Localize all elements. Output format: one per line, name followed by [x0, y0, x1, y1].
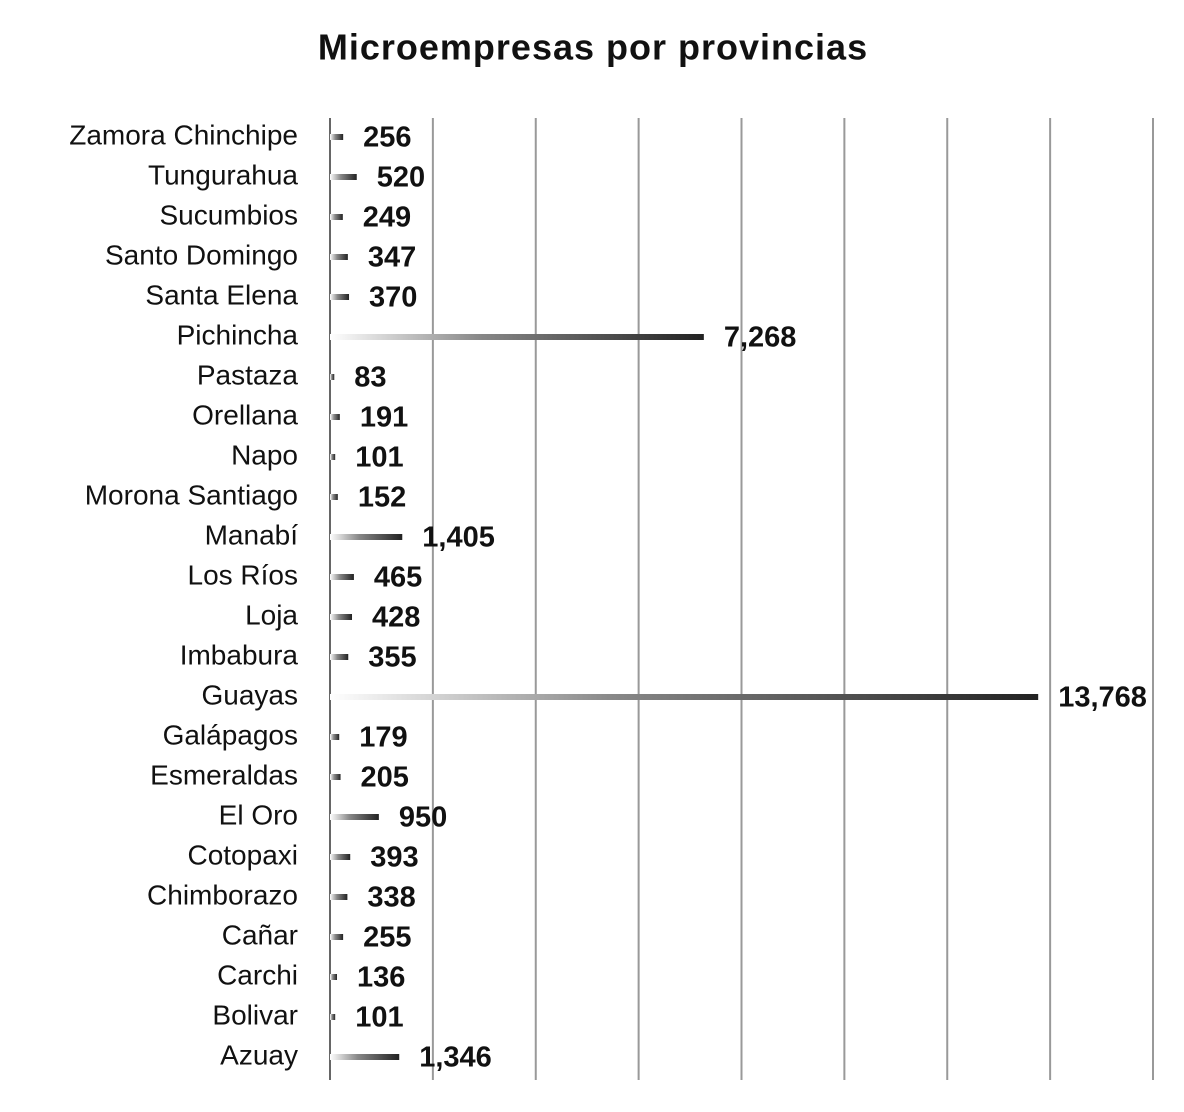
value-label: 13,768 [1058, 682, 1147, 714]
bar [330, 414, 340, 420]
value-label: 338 [367, 882, 415, 914]
y-tick-label: Galápagos [163, 719, 298, 750]
bar [330, 734, 340, 740]
y-tick-label: El Oro [219, 799, 298, 830]
y-tick-label: Pichincha [177, 319, 299, 350]
y-tick-label: Napo [231, 439, 298, 470]
value-label: 347 [368, 242, 416, 274]
y-tick-label: Loja [245, 599, 298, 630]
y-tick-label: Esmeraldas [150, 759, 298, 790]
value-label: 205 [361, 762, 409, 794]
y-tick-label: Morona Santiago [85, 479, 298, 510]
value-label: 101 [355, 1002, 403, 1034]
value-label: 465 [374, 562, 422, 594]
y-tick-label: Santo Domingo [105, 239, 298, 270]
y-tick-label: Cañar [222, 919, 298, 950]
bar [330, 694, 1039, 700]
value-label: 950 [399, 802, 447, 834]
bar [330, 334, 704, 340]
value-label: 428 [372, 602, 420, 634]
y-tick-label: Tungurahua [148, 159, 298, 190]
y-tick-label: Guayas [202, 679, 299, 710]
value-label: 136 [357, 962, 405, 994]
bar [330, 174, 357, 180]
bar [330, 814, 379, 820]
y-tick-label: Manabí [205, 519, 299, 550]
bar [330, 614, 353, 620]
value-label: 179 [359, 722, 407, 754]
bar [330, 134, 344, 140]
bar [330, 534, 403, 540]
value-label: 256 [363, 122, 411, 154]
bar [330, 494, 338, 500]
bar [330, 854, 351, 860]
value-label: 255 [363, 922, 411, 954]
y-tick-label: Santa Elena [145, 279, 298, 310]
value-label: 1,405 [422, 522, 495, 554]
bar [330, 374, 335, 380]
bar [330, 574, 354, 580]
bar [330, 1054, 400, 1060]
value-label: 249 [363, 202, 411, 234]
value-label: 83 [354, 362, 386, 394]
chart-title: Microempresas por provincias [318, 27, 868, 68]
value-label: 191 [360, 402, 408, 434]
y-tick-label: Chimborazo [147, 879, 298, 910]
y-tick-label: Azuay [220, 1039, 298, 1070]
bar [330, 974, 337, 980]
bar [330, 214, 343, 220]
value-label: 393 [370, 842, 418, 874]
value-label: 101 [355, 442, 403, 474]
y-tick-label: Los Ríos [188, 559, 299, 590]
value-label: 355 [368, 642, 416, 674]
bar [330, 454, 336, 460]
value-label: 370 [369, 282, 417, 314]
bar [330, 894, 348, 900]
y-tick-label: Pastaza [197, 359, 299, 390]
bar [330, 934, 344, 940]
y-tick-label: Sucumbios [159, 199, 298, 230]
bar [330, 254, 348, 260]
y-tick-label: Cotopaxi [187, 839, 298, 870]
value-label: 520 [377, 162, 425, 194]
y-tick-label: Bolivar [212, 999, 298, 1030]
bar [330, 294, 350, 300]
value-label: 1,346 [419, 1042, 492, 1074]
bar [330, 654, 349, 660]
value-label: 152 [358, 482, 406, 514]
value-label: 7,268 [724, 322, 797, 354]
y-tick-label: Orellana [192, 399, 298, 430]
bar [330, 774, 341, 780]
y-tick-label: Zamora Chinchipe [69, 119, 298, 150]
bar [330, 1014, 336, 1020]
y-tick-label: Imbabura [180, 639, 299, 670]
y-tick-label: Carchi [217, 959, 298, 990]
